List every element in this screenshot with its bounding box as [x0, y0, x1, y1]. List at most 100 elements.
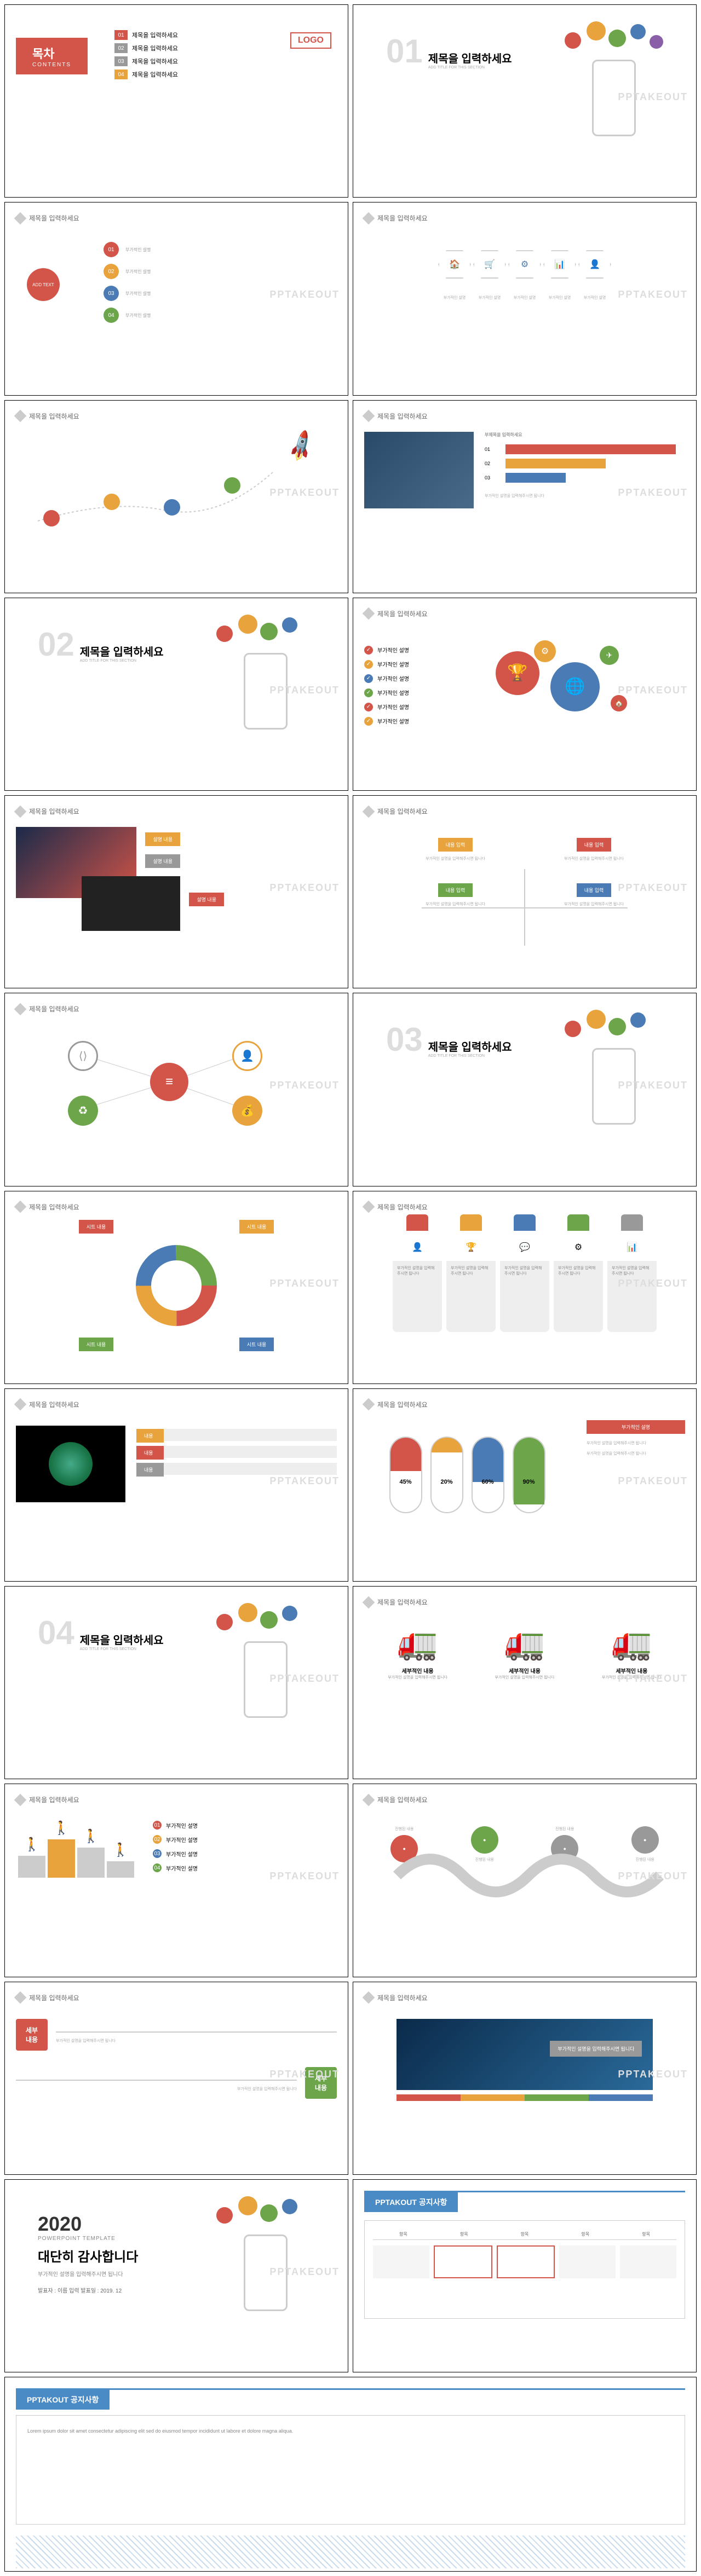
cloud-icon — [238, 1603, 257, 1622]
watermark: PPTAKEOUT — [269, 1475, 340, 1487]
header-text: 제목을 입력하세요 — [29, 1993, 79, 2002]
cross-item: 내용 입력부가적인 설명을 입력해주시면 됩니다 — [536, 838, 652, 861]
check-icon: ✓ — [364, 703, 373, 711]
toc-num: 01 — [114, 30, 128, 40]
rows-container: 내용 내용 내용 — [136, 1426, 337, 1502]
image-colorbar: 부가적인 설명을 입력해주시면 됩니다 — [397, 2019, 653, 2101]
toc-item: 03제목을 입력하세요 — [114, 56, 178, 66]
slide-image-tags: 제목을 입력하세요 설명 내용 설명 내용 설명 내용 PPTAKEOUT — [4, 795, 348, 988]
cloud-icon — [238, 2196, 257, 2215]
notice-header: PPTAKOUT 공지사항 — [364, 2192, 458, 2212]
big-circle: 🏆 — [496, 651, 539, 695]
watermark: PPTAKEOUT — [618, 91, 688, 103]
diamond-icon — [14, 1992, 27, 2004]
slide-header: 제목을 입력하세요 — [16, 1202, 337, 1212]
slide-header: 제목을 입력하세요 — [364, 1202, 685, 1212]
content-split: ✓부가적인 설명 ✓부가적인 설명 ✓부가적인 설명 ✓부가적인 설명 ✓부가적… — [364, 629, 685, 739]
slide-header: 제목을 입력하세요 — [364, 1795, 685, 1804]
slide-branch-diagram: 제목을 입력하세요 ADD TEXT 01부가적인 설명 02부가적인 설명 0… — [4, 202, 348, 395]
pill: 20% — [430, 1437, 463, 1513]
slide-cross-tags: 제목을 입력하세요 내용 입력부가적인 설명을 입력해주시면 됩니다 내용 입력… — [353, 795, 697, 988]
section-number: 02 — [38, 626, 74, 663]
slide-rocket-timeline: 제목을 입력하세요 🚀 PPTAKEOUT — [4, 400, 348, 593]
truck-row: 🚛세부적인 내용부가적인 설명을 입력해주시면 됩니다 🚛세부적인 내용부가적인… — [364, 1623, 685, 1680]
col-body: 부가적인 설명을 입력해주시면 됩니다 — [393, 1261, 442, 1332]
cloud-icon — [238, 615, 257, 634]
check-item: ✓부가적인 설명 — [364, 674, 463, 683]
label-item: 01부가적인 설명 — [153, 1821, 337, 1830]
cloud-icon — [608, 1018, 626, 1035]
toc-num: 02 — [114, 43, 128, 53]
col-body: 부가적인 설명을 입력해주시면 됩니다 — [500, 1261, 549, 1332]
check-item: ✓부가적인 설명 — [364, 717, 463, 726]
pill-fill — [514, 1438, 544, 1504]
notice-bar — [16, 2388, 685, 2390]
watermark: PPTAKEOUT — [618, 685, 688, 696]
header-text: 제목을 입력하세요 — [377, 1795, 428, 1804]
column-card: 📊부가적인 설명을 입력해주시면 됩니다 — [607, 1223, 657, 1321]
slide-trucks: 제목을 입력하세요 🚛세부적인 내용부가적인 설명을 입력해주시면 됩니다 🚛세… — [353, 1586, 697, 1779]
timeline-node — [164, 499, 180, 516]
col-body: 부가적인 설명을 입력해주시면 됩니다 — [554, 1261, 603, 1332]
watermark: PPTAKEOUT — [269, 2069, 340, 2080]
network-node: ♻ — [68, 1096, 98, 1126]
diamond-icon — [14, 1398, 27, 1411]
hex-icon: ⚙ — [508, 250, 541, 279]
header-text: 제목을 입력하세요 — [29, 1202, 79, 1212]
truck-item: 🚛세부적인 내용부가적인 설명을 입력해주시면 됩니다 — [599, 1623, 664, 1680]
bars-title: 부제목을 입력하세요 — [485, 432, 685, 438]
hex-label: 부가적인 설명 — [508, 295, 541, 300]
slide-header: 제목을 입력하세요 — [16, 412, 337, 421]
column-card: 🏆부가적인 설명을 입력해주시면 됩니다 — [446, 1223, 496, 1321]
hex-label: 부가적인 설명 — [578, 295, 611, 300]
cloud-icon — [565, 32, 581, 49]
slide-wave-timeline: 제목을 입력하세요 진행된 내용● ●진행된 내용 진행된 내용● ●진행된 내… — [353, 1784, 697, 1977]
hex-row: 🏠 🛒 ⚙ 📊 👤 — [364, 250, 685, 279]
check-item: ✓부가적인 설명 — [364, 688, 463, 697]
slide-header: 제목을 입력하세요 — [364, 1993, 685, 2002]
slide-header: 제목을 입력하세요 — [16, 213, 337, 223]
row-bar — [164, 1429, 337, 1441]
big-circle: 🌐 — [550, 662, 600, 711]
tag: 내용 입력 — [438, 838, 473, 852]
slide-five-columns: 제목을 입력하세요 👤부가적인 설명을 입력해주시면 됩니다 🏆부가적인 설명을… — [353, 1191, 697, 1384]
slide-thanks: 2020 POWERPOINT TEMPLATE 대단히 감사합니다 부가적인 … — [4, 2179, 348, 2372]
slide-header: 제목을 입력하세요 — [364, 807, 685, 816]
slide-section-01: 01 제목을 입력하세요 ADD TITLE FOR THIS SECTION … — [353, 4, 697, 198]
hex-icon: 📊 — [543, 250, 576, 279]
node-circle: 01 — [104, 242, 119, 257]
watermark: PPTAKEOUT — [269, 487, 340, 499]
toc-list: 01제목을 입력하세요 02제목을 입력하세요 03제목을 입력하세요 04제목… — [114, 27, 178, 83]
slide-header: 제목을 입력하세요 — [364, 1597, 685, 1607]
small-circle: 🏠 — [611, 695, 627, 711]
circle-cluster: 🏆 🌐 ⚙ ✈ 🏠 — [479, 629, 633, 739]
cloud-icon — [216, 1614, 233, 1630]
pill-row: 45% 20% 60% 90% — [364, 1437, 570, 1513]
check-icon: ✓ — [364, 646, 373, 655]
slide-header: 제목을 입력하세요 — [364, 609, 685, 618]
colorbar-seg — [589, 2094, 653, 2101]
col-icon: 🏆 — [463, 1239, 479, 1255]
colorbar-seg — [461, 2094, 525, 2101]
diamond-icon — [363, 1793, 375, 1806]
detail-tag: 세부내용 — [16, 2019, 48, 2051]
small-circle: ✈ — [600, 646, 619, 665]
section-title: 제목을 입력하세요 — [80, 643, 164, 659]
header-text: 제목을 입력하세요 — [29, 412, 79, 421]
watermark: PPTAKEOUT — [618, 1673, 688, 1684]
tag: 시트 내용 — [239, 1338, 274, 1351]
section-title: 제목을 입력하세요 — [80, 1631, 164, 1647]
cloud-icons — [554, 16, 674, 71]
diamond-icon — [363, 607, 375, 620]
diamond-icon — [14, 1793, 27, 1806]
slide-globe-rows: 제목을 입력하세요 내용 내용 내용 PPTAKEOUT — [4, 1388, 348, 1582]
diamond-icon — [363, 1596, 375, 1608]
branch-item: 03부가적인 설명 — [104, 286, 151, 301]
bar — [505, 459, 606, 468]
slide-detail-lines: 제목을 입력하세요 세부내용 부가적인 설명을 입력해주시면 됩니다 세부내용 … — [4, 1982, 348, 2175]
divider-h — [422, 907, 628, 908]
toc-item: 02제목을 입력하세요 — [114, 43, 178, 53]
watermark: PPTAKEOUT — [618, 487, 688, 499]
desc-tag: 부가적인 설명 — [587, 1420, 685, 1434]
truck-icon: 🚛 — [599, 1623, 664, 1662]
